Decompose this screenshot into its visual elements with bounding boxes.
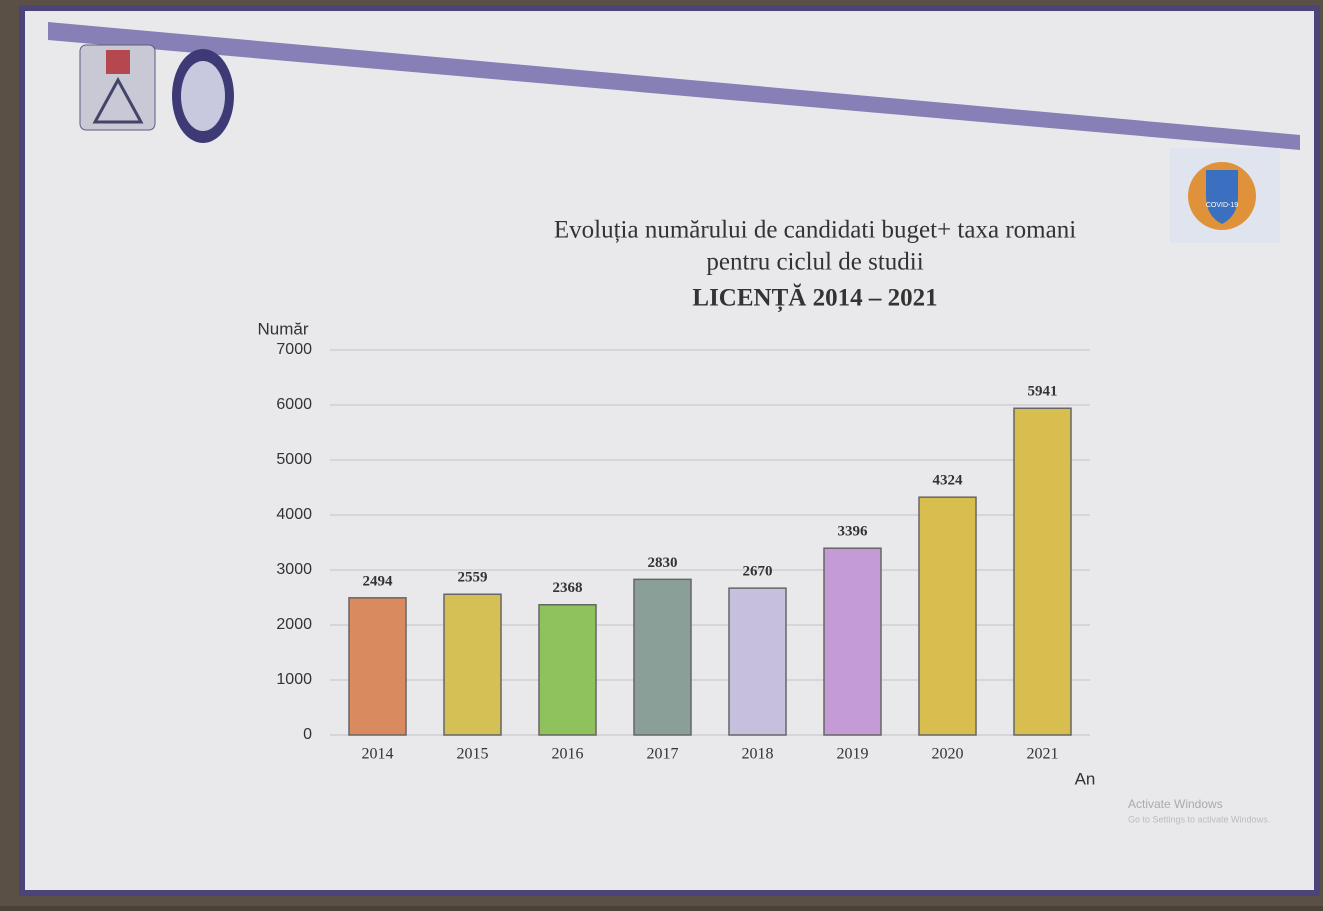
bar xyxy=(348,597,407,736)
data-label: 4324 xyxy=(933,473,964,489)
slide-band xyxy=(48,22,1300,150)
bar xyxy=(538,604,597,736)
y-tick-label: 5000 xyxy=(276,451,312,468)
covid-badge: COVID-19 xyxy=(1170,148,1280,243)
x-tick-label: 2018 xyxy=(742,746,774,763)
x-tick-label: 2017 xyxy=(647,746,679,763)
bar xyxy=(728,587,787,736)
chart-title: pentru ciclul de studii xyxy=(706,249,923,276)
y-tick-label: 1000 xyxy=(276,671,312,688)
x-tick-label: 2021 xyxy=(1027,746,1059,763)
data-label: 2494 xyxy=(363,573,394,589)
y-tick-label: 3000 xyxy=(276,561,312,578)
data-label: 2670 xyxy=(743,564,773,580)
bar xyxy=(633,578,692,736)
y-tick-label: 7000 xyxy=(276,341,312,358)
y-tick-label: 4000 xyxy=(276,506,312,523)
x-tick-label: 2014 xyxy=(362,746,394,763)
data-label: 5941 xyxy=(1028,384,1058,400)
bar xyxy=(823,547,882,736)
bar xyxy=(1013,407,1072,736)
badge-text: COVID-19 xyxy=(1206,202,1238,209)
x-axis-label: An xyxy=(1075,769,1096,788)
bar xyxy=(918,496,977,736)
y-tick-label: 6000 xyxy=(276,396,312,413)
data-label: 2830 xyxy=(648,555,678,571)
chart-title: Evoluția numărului de candidati buget+ t… xyxy=(554,217,1076,244)
y-axis-label: Număr xyxy=(257,319,308,338)
logo-right xyxy=(172,49,234,143)
data-label: 3396 xyxy=(838,524,869,540)
x-tick-label: 2015 xyxy=(457,746,489,763)
watermark-text: Go to Settings to activate Windows. xyxy=(1128,814,1270,824)
x-tick-label: 2020 xyxy=(932,746,964,763)
y-tick-label: 0 xyxy=(303,726,312,743)
watermark-title: Activate Windows xyxy=(1128,797,1223,811)
slide-frame xyxy=(19,5,1320,896)
x-tick-label: 2016 xyxy=(552,746,584,763)
y-tick-label: 2000 xyxy=(276,616,312,633)
bar xyxy=(443,593,502,736)
slide xyxy=(22,8,1317,893)
data-label: 2368 xyxy=(553,580,583,596)
x-tick-label: 2019 xyxy=(837,746,869,763)
data-label: 2559 xyxy=(458,570,488,586)
logo-left xyxy=(79,44,156,131)
chart-subtitle: LICENȚĂ 2014 – 2021 xyxy=(692,284,937,313)
